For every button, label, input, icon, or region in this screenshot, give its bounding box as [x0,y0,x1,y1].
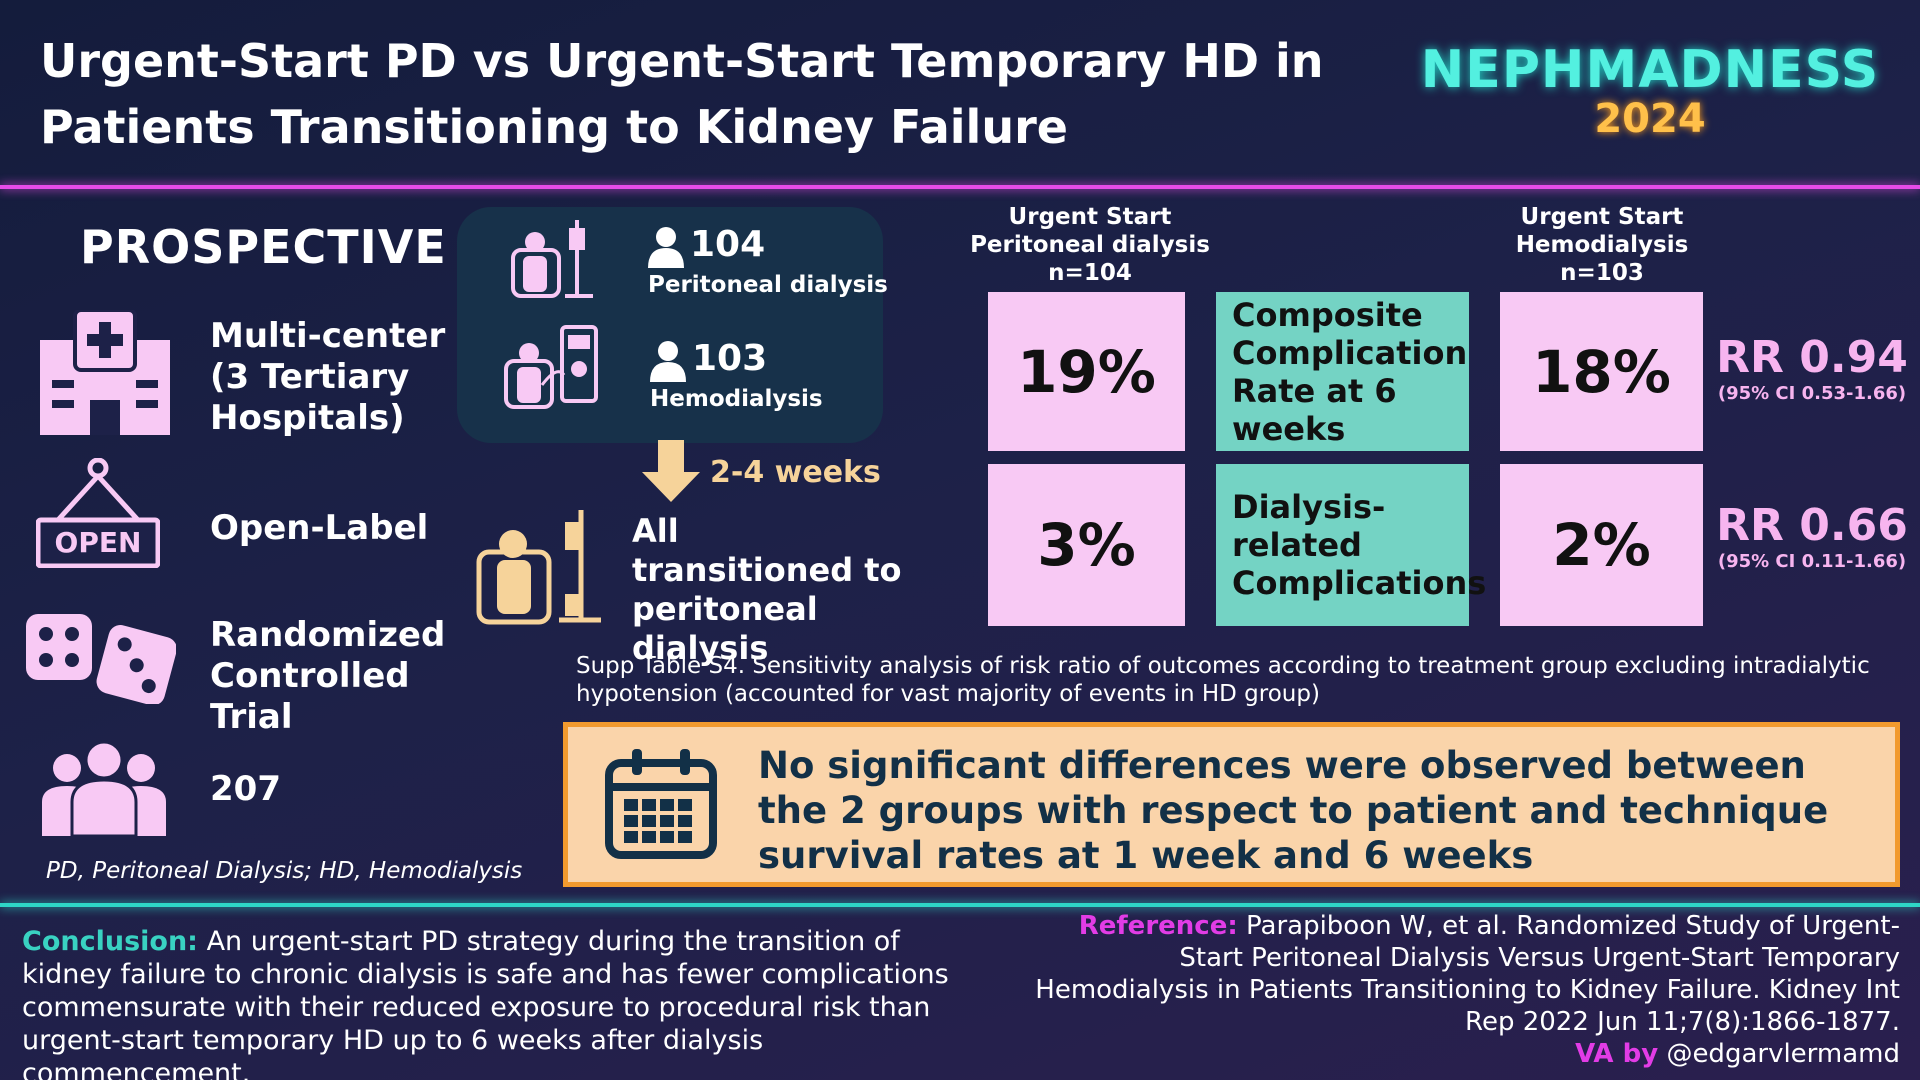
reference-text: Parapiboon W, et al. Randomized Study of… [1035,911,1900,1037]
credit-label: VA by [1575,1039,1659,1069]
logo-year: 2024 [1594,96,1706,142]
transition-label: All transitioned to peritoneal dialysis [632,512,902,667]
rr-value: RR 0.94 [1716,332,1908,383]
people-icon [42,740,166,836]
group-count: 104 [690,224,766,265]
hospital-icon [40,310,170,435]
column-name: Urgent Start Hemodialysis [1515,204,1689,258]
open-sign-icon: OPEN [36,458,160,568]
logo: NEPHMADNESS [1420,40,1880,100]
risk-ratio: RR 0.94 (95% CI 0.53-1.66) [1712,332,1912,404]
group-label: Peritoneal dialysis [648,272,888,298]
group-count: 103 [692,338,768,379]
hd-value: 2% [1500,464,1703,626]
pd-value: 3% [988,464,1185,626]
outcome: Dialysis-related Complications [1216,464,1486,626]
group-label: Hemodialysis [650,386,823,412]
pd-value: 19% [988,292,1185,451]
design-item: Open-Label [210,508,429,548]
divider [0,185,1920,189]
rr-value: RR 0.66 [1716,500,1908,551]
down-arrow [642,440,700,502]
conclusion-text: An urgent-start PD strategy during the t… [22,926,949,1080]
conclusion: Conclusion: An urgent-start PD strategy … [22,925,982,1080]
person-icon [650,341,686,382]
column-header: Urgent Start Hemodialysis n=103 [1482,203,1722,287]
pd-patient-icon [511,220,593,298]
risk-ratio: RR 0.66 (95% CI 0.11-1.66) [1712,500,1912,572]
finding-box: No significant differences were observed… [563,722,1900,887]
credit: @edgarvlermamd [1666,1039,1900,1069]
hd-value: 18% [1500,292,1703,451]
dice-icon [26,614,176,704]
conclusion-label: Conclusion: [22,926,198,957]
column-header: Urgent Start Peritoneal dialysis n=104 [970,203,1210,287]
person-icon [648,227,684,268]
column-name: Urgent Start Peritoneal dialysis [970,204,1210,258]
finding-text: No significant differences were observed… [758,744,1829,877]
design-item: Randomized Controlled Trial [210,615,446,737]
outcome: Composite Complication Rate at 6 weeks [1216,292,1469,451]
pd-patient-icon [476,510,601,625]
calendar-icon [605,749,717,859]
open-sign-text: OPEN [55,526,142,559]
column-n: n=103 [1560,260,1644,286]
abbreviations: PD, Peritoneal Dialysis; HD, Hemodialysi… [46,858,523,884]
title: Urgent-Start PD vs Urgent-Start Temporar… [40,34,1324,154]
reference: Reference: Parapiboon W, et al. Randomiz… [1020,910,1900,1070]
transition-duration: 2-4 weeks [710,455,881,490]
design-title: PROSPECTIVE [80,220,447,274]
divider [0,903,1920,907]
hd-patient-icon [504,325,598,409]
reference-label: Reference: [1078,911,1238,941]
design-item: Multi-center (3 Tertiary Hospitals) [210,316,446,438]
rr-ci: (95% CI 0.53-1.66) [1717,383,1907,404]
column-n: n=104 [1048,260,1132,286]
design-item: 207 [210,769,281,809]
caption: Supp Table S4. Sensitivity analysis of r… [576,653,1870,707]
rr-ci: (95% CI 0.11-1.66) [1717,551,1907,572]
